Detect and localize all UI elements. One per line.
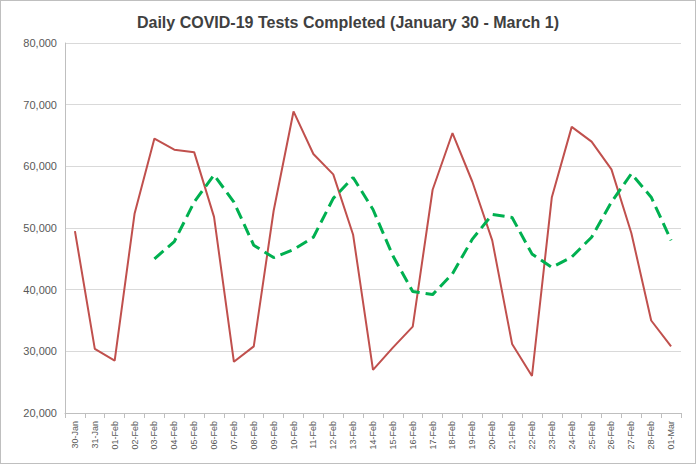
svg-text:40,000: 40,000: [23, 284, 57, 296]
svg-text:12-Feb: 12-Feb: [328, 421, 338, 450]
svg-text:10-Feb: 10-Feb: [289, 421, 299, 450]
svg-text:26-Feb: 26-Feb: [606, 421, 616, 450]
svg-text:13-Feb: 13-Feb: [348, 421, 358, 450]
svg-text:50,000: 50,000: [23, 222, 57, 234]
svg-text:27-Feb: 27-Feb: [626, 421, 636, 450]
svg-text:03-Feb: 03-Feb: [149, 421, 159, 450]
svg-text:31-Jan: 31-Jan: [90, 421, 100, 449]
svg-text:60,000: 60,000: [23, 160, 57, 172]
svg-text:15-Feb: 15-Feb: [388, 421, 398, 450]
svg-text:20-Feb: 20-Feb: [487, 421, 497, 450]
svg-text:Daily COVID-19 Tests Completed: Daily COVID-19 Tests Completed (January …: [137, 14, 559, 31]
svg-text:04-Feb: 04-Feb: [169, 421, 179, 450]
svg-text:28-Feb: 28-Feb: [646, 421, 656, 450]
svg-text:08-Feb: 08-Feb: [249, 421, 259, 450]
svg-text:70,000: 70,000: [23, 99, 57, 111]
svg-text:01-Feb: 01-Feb: [110, 421, 120, 450]
svg-text:01-Mar: 01-Mar: [666, 421, 676, 450]
svg-text:21-Feb: 21-Feb: [507, 421, 517, 450]
svg-text:14-Feb: 14-Feb: [368, 421, 378, 450]
svg-text:09-Feb: 09-Feb: [269, 421, 279, 450]
svg-text:18-Feb: 18-Feb: [447, 421, 457, 450]
svg-text:30,000: 30,000: [23, 345, 57, 357]
svg-text:25-Feb: 25-Feb: [587, 421, 597, 450]
svg-text:22-Feb: 22-Feb: [527, 421, 537, 450]
svg-text:17-Feb: 17-Feb: [428, 421, 438, 450]
svg-text:16-Feb: 16-Feb: [408, 421, 418, 450]
svg-text:24-Feb: 24-Feb: [567, 421, 577, 450]
svg-text:06-Feb: 06-Feb: [209, 421, 219, 450]
svg-text:30-Jan: 30-Jan: [70, 421, 80, 449]
svg-text:23-Feb: 23-Feb: [547, 421, 557, 450]
svg-text:11-Feb: 11-Feb: [308, 421, 318, 449]
svg-text:07-Feb: 07-Feb: [229, 421, 239, 450]
svg-text:02-Feb: 02-Feb: [130, 421, 140, 450]
svg-text:19-Feb: 19-Feb: [467, 421, 477, 450]
svg-text:05-Feb: 05-Feb: [189, 421, 199, 450]
svg-text:80,000: 80,000: [23, 37, 57, 49]
svg-text:20,000: 20,000: [23, 407, 57, 419]
